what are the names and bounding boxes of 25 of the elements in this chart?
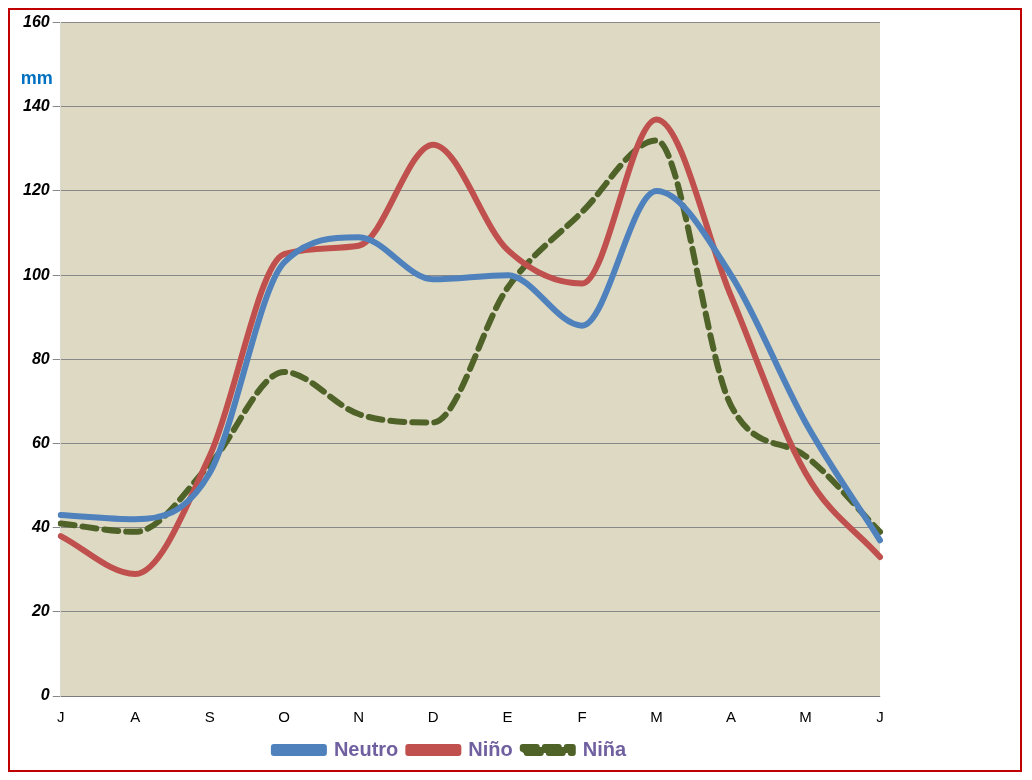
y-tick-label: 40 [30,518,50,536]
y-tick-label: 0 [40,686,50,704]
y-tick-label: 160 [22,13,50,31]
x-tick-label: A [130,708,141,726]
x-tick-label: A [726,708,737,726]
legend-label: Niño [468,737,513,760]
x-tick-label: F [577,708,587,726]
x-tick-label: D [427,708,439,726]
legend-label: Niña [582,737,627,760]
x-tick-label: S [204,708,215,726]
y-tick-label: 20 [30,602,50,620]
x-tick-label: M [799,708,812,726]
x-tick-label: J [56,708,65,726]
x-tick-label: E [502,708,513,726]
y-tick-label: 100 [22,265,50,283]
y-tick-label: 60 [31,433,50,451]
x-tick-label: M [650,708,663,726]
x-tick-label: O [278,708,290,726]
y-tick-label: 80 [31,349,50,367]
y-tick-label: 140 [22,97,50,115]
x-tick-label: N [353,708,365,726]
y-axis-title: mm [20,67,53,88]
y-tick-label: 120 [22,181,50,199]
x-tick-label: J [876,708,884,726]
legend-label: Neutro [333,737,399,760]
